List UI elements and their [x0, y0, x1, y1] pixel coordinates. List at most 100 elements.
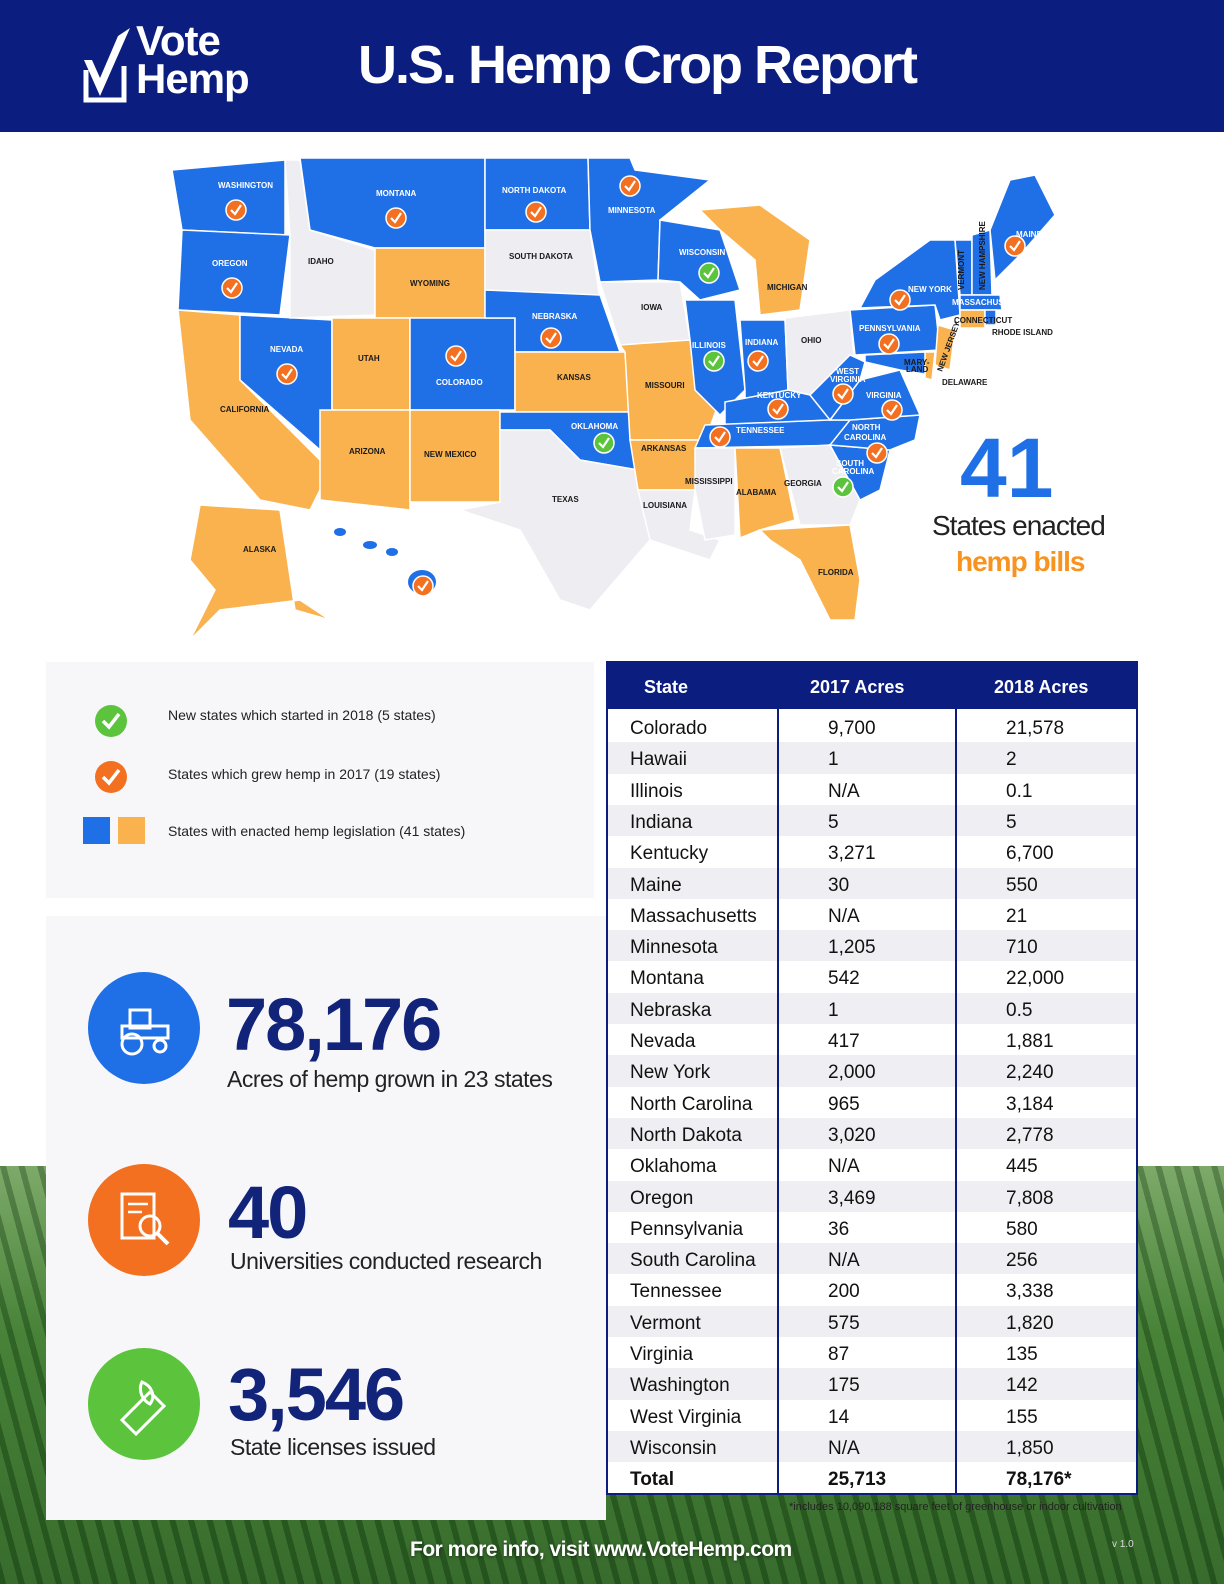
acres-2018-cell: 21 — [1006, 905, 1028, 927]
label-alabama: ALABAMA — [736, 488, 777, 497]
label-washington: WASHINGTON — [218, 181, 273, 190]
acres-2018-cell: 21,578 — [1006, 718, 1065, 739]
label-montana: MONTANA — [376, 189, 417, 198]
label-indiana: INDIANA — [745, 338, 779, 347]
orange-check-icon — [1004, 235, 1026, 257]
acres-2018-cell: 2 — [1006, 749, 1017, 771]
table-row: Illinois N/A 0.1 — [608, 774, 1136, 805]
label-north-dakota: NORTH DAKOTA — [502, 186, 567, 195]
hemp-leaf-check-icon — [83, 28, 130, 103]
table-row: Indiana 5 5 — [608, 804, 1136, 837]
label-ohio: OHIO — [801, 336, 821, 345]
label-minnesota: MINNESOTA — [608, 206, 656, 215]
state-alaska[interactable] — [189, 504, 331, 641]
orange-check-icon — [866, 442, 888, 464]
state-maryland[interactable] — [864, 351, 931, 376]
table-row: Nevada 417 1,881 — [608, 1024, 1136, 1055]
acres-2018-cell: 7,808 — [1006, 1187, 1054, 1209]
acres-2017-cell: 2,000 — [828, 1062, 876, 1084]
acres-2018-cell: 135 — [1006, 1344, 1038, 1365]
map-legend: New states which started in 2018 (5 stat… — [46, 662, 594, 898]
table-row: Wisconsin N/A 1,850 — [608, 1430, 1136, 1463]
state-cell: South Carolina — [630, 1250, 756, 1272]
state-new-jersey[interactable] — [934, 324, 956, 372]
state-mississippi[interactable] — [694, 447, 736, 541]
acres-2017-cell: 3,469 — [828, 1187, 876, 1209]
acres-2017-cell: 25,713 — [828, 1469, 887, 1491]
header-banner: Vote Hemp U.S. Hemp Crop Report — [0, 0, 1224, 132]
table-row: Hawaii 1 2 — [608, 742, 1136, 774]
state-washington[interactable] — [171, 159, 286, 236]
state-arizona[interactable] — [319, 409, 411, 511]
state-cell: Tennessee — [630, 1281, 722, 1303]
universities-value: 40 — [228, 1171, 308, 1254]
state-massachusetts[interactable] — [959, 294, 1003, 311]
label-nevada: NEVADA — [270, 345, 303, 354]
footer: For more info, visit www.VoteHemp.com — [0, 1522, 1224, 1584]
hemp-bills-label: hemp bills — [956, 546, 1085, 577]
state-michigan[interactable] — [698, 204, 811, 316]
acres-2018-cell: 2,778 — [1006, 1124, 1054, 1146]
state-cell: Maine — [630, 874, 682, 896]
acres-2017-cell: N/A — [828, 1437, 860, 1459]
table-row: South Carolina N/A 256 — [608, 1243, 1136, 1275]
logo-wordmark: Vote Hemp — [136, 20, 250, 100]
label-new-mexico: NEW MEXICO — [424, 450, 476, 459]
state-montana[interactable] — [299, 157, 486, 249]
state-oregon[interactable] — [177, 229, 291, 316]
state-kansas[interactable] — [514, 351, 631, 413]
orange-check-icon — [878, 333, 900, 355]
states-enacted-label: States enacted — [932, 510, 1106, 541]
acres-2017-cell: N/A — [828, 780, 860, 802]
label-west-virginia-2: VIRGINIA — [830, 375, 866, 384]
orange-check-icon — [540, 327, 562, 349]
orange-check-icon — [276, 363, 298, 385]
label-illinois: ILLINOIS — [692, 341, 726, 350]
state-texas[interactable] — [457, 429, 651, 611]
acres-2017-cell: 9,700 — [828, 718, 876, 739]
state-alabama[interactable] — [734, 447, 796, 540]
label-new-york: NEW YORK — [908, 285, 952, 294]
licenses-value: 3,546 — [228, 1353, 405, 1436]
acres-2018-cell: 5 — [1006, 811, 1017, 833]
table-row: Oregon 3,469 7,808 — [608, 1180, 1136, 1212]
acres-label: Acres of hemp grown in 23 states — [227, 1066, 553, 1092]
vote-hemp-logo[interactable]: Vote Hemp — [78, 20, 288, 112]
research-document-icon — [88, 1164, 200, 1276]
state-georgia[interactable] — [779, 444, 861, 526]
table-row: Virginia 87 135 — [608, 1337, 1136, 1368]
label-south-dakota: SOUTH DAKOTA — [509, 252, 573, 261]
label-hawaii: HAWAII — [361, 565, 389, 574]
state-cell: Illinois — [630, 780, 683, 802]
table-total-row: Total 25,713 78,176* — [608, 1462, 1136, 1493]
label-maryland-2: LAND — [906, 365, 928, 374]
acres-2018-cell: 6,700 — [1006, 843, 1054, 865]
state-cell: North Dakota — [630, 1124, 742, 1146]
state-delaware[interactable] — [924, 351, 936, 381]
column-divider — [955, 709, 957, 1493]
page-title: U.S. Hemp Crop Report — [358, 35, 918, 95]
orange-square-icon — [118, 817, 145, 844]
label-michigan: MICHIGAN — [767, 283, 808, 292]
state-new-york[interactable] — [858, 239, 961, 321]
footer-link[interactable]: For more info, visit www.VoteHemp.com — [410, 1538, 792, 1561]
state-rhode-island[interactable] — [984, 309, 997, 326]
state-maine[interactable] — [989, 174, 1056, 282]
state-utah[interactable] — [331, 317, 411, 411]
orange-check-icon — [525, 201, 547, 223]
acres-2017-cell: N/A — [828, 905, 860, 927]
label-arizona: ARIZONA — [349, 447, 386, 456]
states-enacted-count: 41 — [960, 421, 1054, 515]
state-cell: West Virginia — [630, 1406, 742, 1428]
state-florida[interactable] — [758, 524, 861, 621]
state-cell: Vermont — [630, 1312, 701, 1334]
state-south-dakota[interactable] — [484, 229, 601, 301]
green-check-icon — [593, 432, 615, 454]
acres-2017-cell: N/A — [828, 1156, 860, 1178]
table-row: Pennsylvania 36 580 — [608, 1212, 1136, 1243]
acres-2018-cell: 580 — [1006, 1218, 1038, 1240]
orange-check-icon — [881, 399, 903, 421]
legend-new-states: New states which started in 2018 (5 stat… — [168, 707, 436, 723]
state-connecticut[interactable] — [959, 309, 986, 329]
state-cell: Wisconsin — [630, 1437, 717, 1459]
